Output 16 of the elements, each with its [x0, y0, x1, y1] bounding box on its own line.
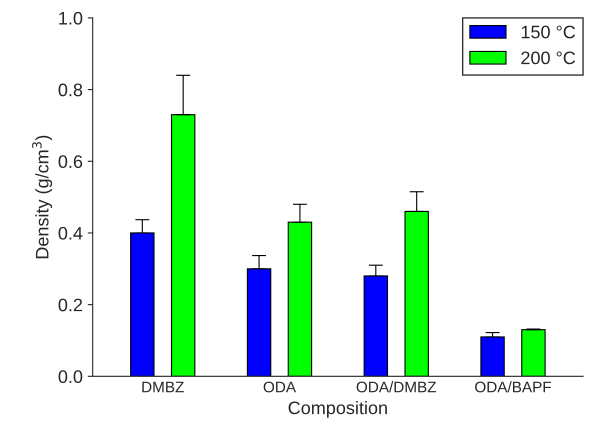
y-tick-label: 0.8 — [58, 84, 82, 96]
y-tick-label: 0.0 — [58, 370, 82, 384]
y-axis-title: Density (g/cm$^{3}$) — [32, 136, 52, 258]
x-tick-label: ODA/BAPF — [475, 381, 552, 392]
x-tick-label: DMBZ — [142, 382, 184, 392]
y-tick-label: 0.2 — [58, 298, 82, 312]
x-tick-label: ODA/DMBZ — [356, 381, 436, 392]
y-tick-label: 1.0 — [59, 12, 82, 25]
y-tick-label: 0.4 — [58, 226, 82, 240]
y-tick-label: 0.6 — [58, 155, 82, 168]
x-tick-label: ODA — [264, 382, 296, 392]
legend-label: 200 °C — [521, 51, 576, 64]
bar — [521, 329, 546, 376]
x-axis-title: Composition — [288, 400, 387, 418]
legend-label: 150 °C — [522, 26, 576, 38]
bar — [480, 336, 505, 376]
